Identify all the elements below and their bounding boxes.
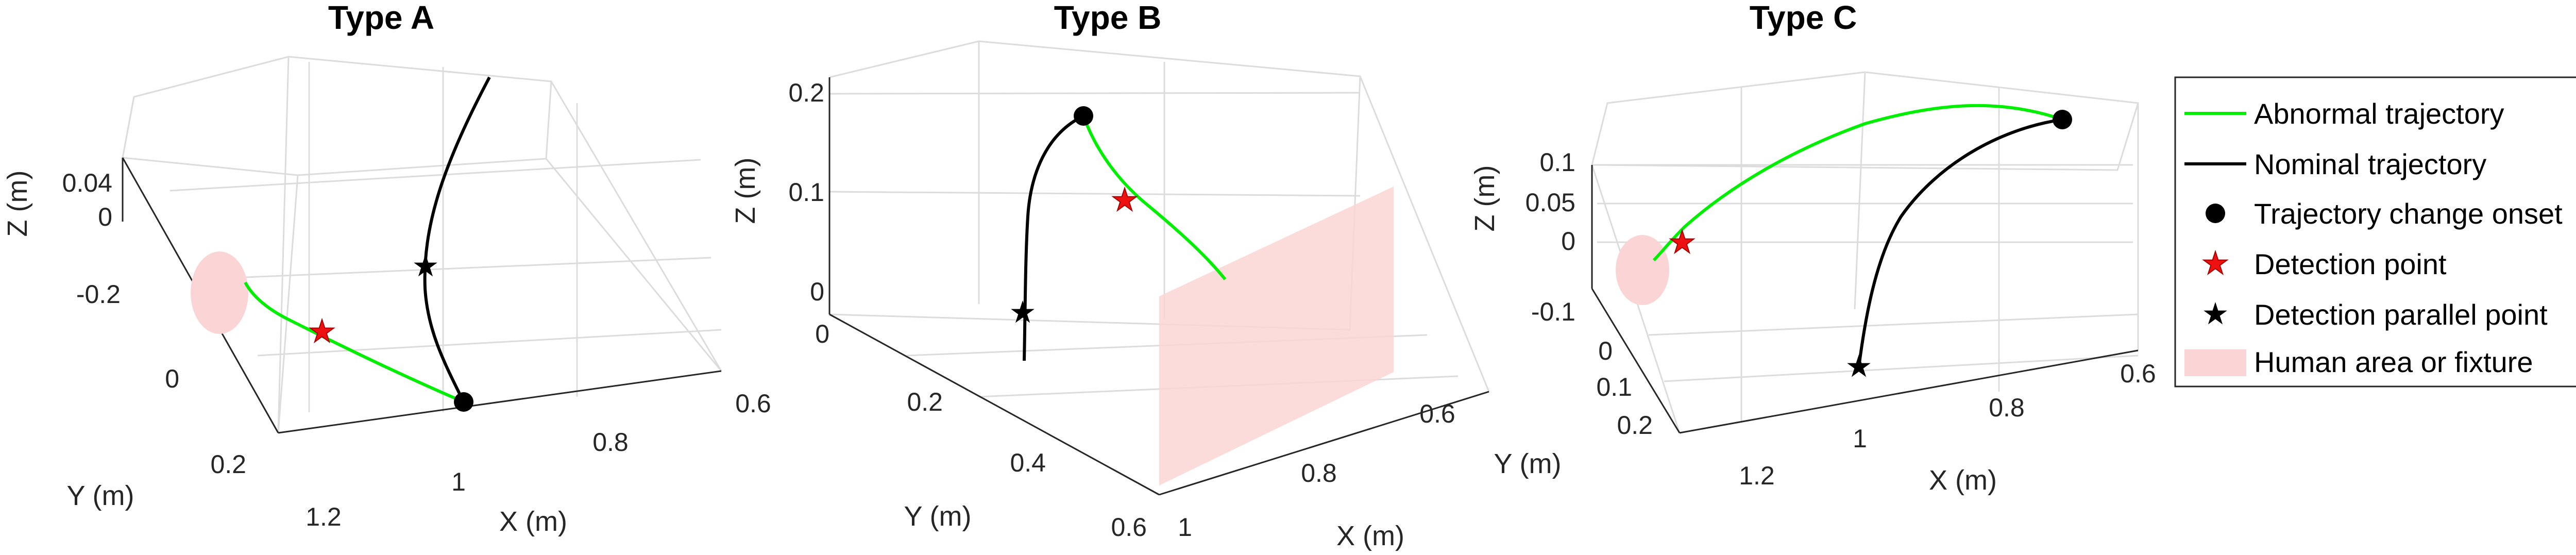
legend-box xyxy=(2174,76,2576,388)
panel-type-c: Type C 0.1 0.05 0 -0.1 0 xyxy=(1469,0,2156,496)
y-tick-label: 0.2 xyxy=(210,450,246,479)
y-axis-label: Y (m) xyxy=(67,480,134,511)
z-axis-label: Z (m) xyxy=(730,158,761,224)
trajectory-change-onset-marker xyxy=(2053,110,2072,129)
x-tick-label: 0.8 xyxy=(1989,393,2025,422)
z-tick-label: 0.04 xyxy=(62,169,112,197)
x-tick-label: 0.6 xyxy=(735,389,771,418)
y-tick-label: 0.4 xyxy=(1010,448,1046,477)
y-axis-label: Y (m) xyxy=(1494,448,1562,479)
detection-point-marker xyxy=(309,317,335,344)
x-axis-label: X (m) xyxy=(1336,520,1404,551)
human-area-ellipse xyxy=(1616,235,1669,305)
z-tick-label: 0 xyxy=(810,277,824,306)
detection-parallel-point-marker xyxy=(1011,300,1035,323)
y-tick-label: 0.6 xyxy=(1111,513,1147,542)
x-tick-label: 1 xyxy=(451,467,466,496)
human-area-ellipse xyxy=(191,251,248,334)
y-tick-label: 0 xyxy=(1598,337,1613,365)
detection-point-marker xyxy=(1669,228,1696,255)
z-tick-label: 0 xyxy=(1561,227,1575,256)
legend-onset-swatch xyxy=(2206,204,2225,223)
z-axis-label: Z (m) xyxy=(2,171,33,237)
chart-title: Type C xyxy=(1750,0,1857,36)
legend-human-area-swatch xyxy=(2184,349,2246,376)
x-axis-label: X (m) xyxy=(499,506,567,537)
panel-type-a: Type A xyxy=(2,0,771,537)
x-tick-label: 0.6 xyxy=(2120,359,2156,388)
axes-box-grid xyxy=(122,56,722,433)
detection-parallel-point-marker xyxy=(414,254,437,277)
detection-point-marker xyxy=(1111,186,1138,212)
legend-label: Detection parallel point xyxy=(2254,298,2548,331)
y-tick-label: 0 xyxy=(165,364,179,393)
legend-label: Detection point xyxy=(2254,248,2447,280)
y-axis-label: Y (m) xyxy=(904,501,972,532)
legend-label: Abnormal trajectory xyxy=(2254,97,2504,130)
z-tick-label: 0.05 xyxy=(1526,188,1575,217)
x-tick-label: 0.6 xyxy=(1419,399,1455,428)
detection-parallel-point-marker xyxy=(1847,355,1871,377)
z-tick-label: 0.1 xyxy=(1539,148,1575,177)
panel-type-b: Type B 0.2 0.1 0 0 0.2 0.4 0. xyxy=(730,0,1490,551)
chart-title: Type B xyxy=(1054,0,1162,36)
x-tick-label: 1 xyxy=(1853,424,1867,453)
chart-title: Type A xyxy=(328,0,434,36)
x-axis-label: X (m) xyxy=(1929,465,1997,496)
abnormal-trajectory-line xyxy=(1652,104,2063,262)
z-axis-label: Z (m) xyxy=(1469,165,1500,232)
fixture-plane xyxy=(1159,187,1394,485)
abnormal-trajectory-line xyxy=(1082,115,1227,280)
z-tick-label: 0 xyxy=(98,203,112,231)
x-tick-label: 1.2 xyxy=(1739,461,1775,490)
legend-parallel-swatch xyxy=(2204,302,2227,325)
legend-label: Human area or fixture xyxy=(2254,346,2533,378)
z-tick-label: 0.2 xyxy=(788,78,824,107)
legend-label: Trajectory change onset xyxy=(2254,197,2563,230)
trajectory-change-onset-marker xyxy=(1074,106,1093,126)
nominal-trajectory-line xyxy=(423,76,491,403)
nominal-trajectory-line xyxy=(1023,114,1084,361)
nominal-trajectory-line xyxy=(1857,118,2063,367)
x-tick-label: 0.8 xyxy=(592,428,629,457)
y-tick-label: -0.1 xyxy=(1531,297,1575,326)
x-tick-label: 1.2 xyxy=(306,502,342,531)
axes-lines xyxy=(828,77,1489,496)
axes-lines xyxy=(1591,165,2139,434)
y-tick-label: 0.2 xyxy=(1617,411,1653,440)
x-tick-label: 0.8 xyxy=(1301,459,1337,487)
legend-label: Nominal trajectory xyxy=(2254,148,2486,180)
y-tick-label: 0 xyxy=(815,319,829,348)
x-tick-label: 1 xyxy=(1178,513,1192,542)
abnormal-trajectory-line xyxy=(244,281,465,403)
y-tick-label: 0.2 xyxy=(907,388,943,416)
y-tick-label: 0.1 xyxy=(1596,373,1632,401)
z-tick-label: 0.1 xyxy=(788,178,824,207)
y-tick-label: -0.2 xyxy=(76,280,121,309)
legend: Abnormal trajectory Nominal trajectory T… xyxy=(2174,76,2576,388)
legend-detection-swatch xyxy=(2202,249,2229,276)
trajectory-change-onset-marker xyxy=(454,392,473,412)
